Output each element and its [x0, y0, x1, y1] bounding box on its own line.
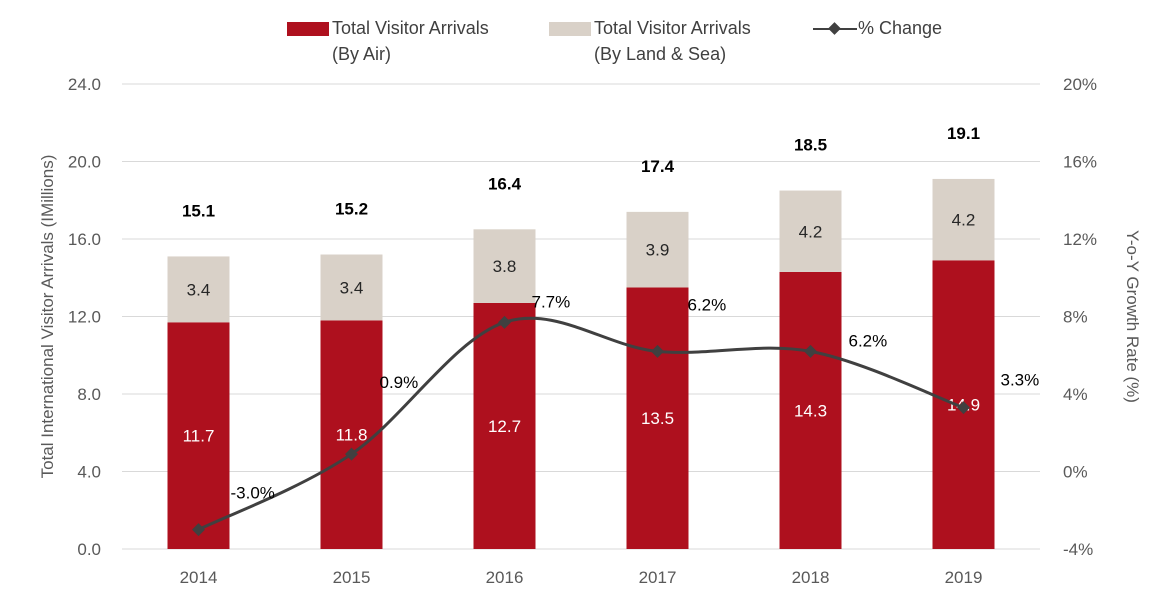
bar-air: [779, 271, 842, 549]
bar-air: [167, 322, 230, 549]
x-tick-label: 2017: [639, 568, 677, 587]
change-value-label: 0.9%: [380, 373, 419, 392]
landsea-value-label: 4.2: [952, 211, 976, 230]
change-value-label: 7.7%: [532, 292, 571, 311]
bar-landsea: [932, 178, 995, 261]
change-marker: [804, 344, 817, 358]
air-value-label: 14.3: [794, 401, 827, 420]
air-value-label: 11.7: [183, 427, 215, 446]
legend-label-landsea: Total Visitor Arrivals (By Land & Sea): [594, 15, 751, 67]
legend-label-air-line2: (By Air): [332, 44, 392, 64]
change-value-label: 6.2%: [849, 331, 888, 350]
y-tick-label: 4.0: [77, 463, 101, 482]
y-tick-label: 0.0: [77, 540, 101, 559]
bar-landsea: [167, 256, 230, 323]
landsea-value-label: 3.9: [646, 241, 670, 260]
y-axis-title: Total International Visitor Arrivals (IM…: [38, 155, 57, 479]
bar-landsea: [320, 254, 383, 321]
x-tick-label: 2014: [180, 568, 218, 587]
change-line: [197, 316, 965, 531]
legend-swatch-air: [287, 22, 329, 36]
landsea-value-label: 3.4: [187, 280, 211, 299]
total-value-label: 15.2: [335, 200, 368, 219]
y-tick-label: 12.0: [68, 308, 101, 327]
air-value-label: 11.8: [336, 426, 368, 445]
y2-tick-label: 16%: [1063, 153, 1097, 172]
change-value-label: 3.3%: [1001, 371, 1040, 390]
y-tick-label: 24.0: [68, 75, 101, 94]
legend-label-landsea-line1: Total Visitor Arrivals: [594, 18, 751, 38]
total-value-label: 15.1: [182, 201, 215, 220]
y2-tick-label: 12%: [1063, 230, 1097, 249]
legend-label-change: % Change: [858, 18, 943, 38]
y2-axis-title: Y-o-Y Growth Rate (%): [1123, 230, 1142, 403]
landsea-value-label: 3.4: [340, 278, 364, 297]
change-marker: [192, 523, 205, 537]
bar-landsea: [779, 190, 842, 272]
bar-air: [626, 287, 689, 549]
change-marker: [345, 447, 358, 461]
change-marker: [651, 344, 664, 358]
y2-tick-label: 0%: [1063, 463, 1088, 482]
y-tick-label: 20.0: [68, 153, 101, 172]
x-tick-label: 2016: [486, 568, 524, 587]
change-value-label: 6.2%: [688, 295, 727, 314]
bar-air: [320, 320, 383, 549]
bar-air: [473, 302, 536, 549]
bar-landsea: [626, 211, 689, 288]
change-value-label: -3.0%: [231, 484, 275, 503]
x-tick-label: 2018: [792, 568, 830, 587]
change-marker: [957, 401, 970, 415]
landsea-value-label: 4.2: [799, 222, 823, 241]
y2-tick-label: 4%: [1063, 385, 1088, 404]
y-tick-label: 16.0: [68, 230, 101, 249]
total-value-label: 17.4: [641, 157, 675, 176]
y2-tick-label: -4%: [1063, 540, 1093, 559]
y-tick-label: 8.0: [77, 385, 101, 404]
x-tick-label: 2015: [333, 568, 371, 587]
total-value-label: 18.5: [794, 136, 827, 155]
air-value-label: 13.5: [641, 409, 674, 428]
air-value-label: 12.7: [488, 417, 521, 436]
legend-swatch-landsea: [549, 22, 591, 36]
y2-tick-label: 20%: [1063, 75, 1097, 94]
total-value-label: 16.4: [488, 174, 522, 193]
y2-tick-label: 8%: [1063, 308, 1088, 327]
change-marker: [498, 315, 511, 329]
bar-landsea: [473, 229, 536, 303]
total-value-label: 19.1: [947, 124, 980, 143]
legend-label-landsea-line2: (By Land & Sea): [594, 44, 727, 64]
chart-legend: Total Visitor Arrivals (By Air) Total Vi…: [0, 15, 1150, 70]
x-tick-label: 2019: [945, 568, 983, 587]
landsea-value-label: 3.8: [493, 257, 517, 276]
legend-label-air: Total Visitor Arrivals (By Air): [332, 15, 489, 67]
legend-label-air-line1: Total Visitor Arrivals: [332, 18, 489, 38]
